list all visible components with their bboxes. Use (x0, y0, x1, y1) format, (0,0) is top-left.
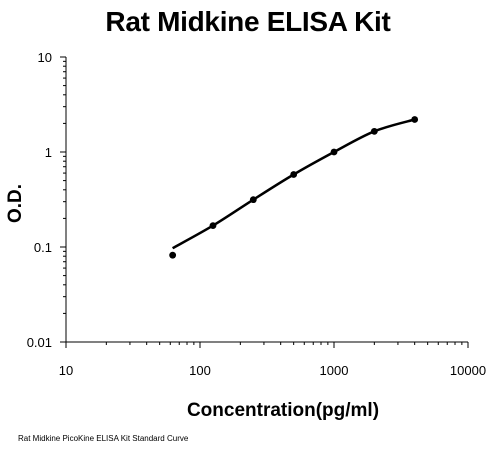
data-point (249, 196, 257, 204)
y-tick-label: 0.01 (27, 335, 52, 350)
x-tick-label: 1000 (320, 363, 349, 378)
y-axis-label: O.D. (5, 184, 26, 223)
y-tick-label: 0.1 (34, 240, 52, 255)
data-point (290, 171, 298, 178)
data-point (370, 127, 378, 135)
data-points (169, 116, 419, 259)
data-point (411, 116, 419, 123)
data-point (169, 251, 177, 259)
y-tick-label: 1 (45, 145, 52, 160)
data-point (209, 222, 217, 229)
x-tick-label: 10 (59, 363, 73, 378)
x-tick-group: 10 100 1000 10000 (59, 342, 486, 378)
y-tick-label: 10 (38, 50, 52, 65)
fit-curve (171, 118, 416, 250)
x-tick-label: 100 (189, 363, 211, 378)
x-axis-label: Concentration(pg/ml) (187, 400, 379, 421)
y-tick-group: 0.01 0.1 1 10 (27, 50, 66, 350)
chart-title: Rat Midkine ELISA Kit (105, 6, 391, 37)
axes (65, 57, 468, 343)
caption: Rat Midkine PicoKine ELISA Kit Standard … (18, 434, 189, 443)
data-point (330, 148, 338, 156)
x-tick-label: 10000 (450, 363, 486, 378)
